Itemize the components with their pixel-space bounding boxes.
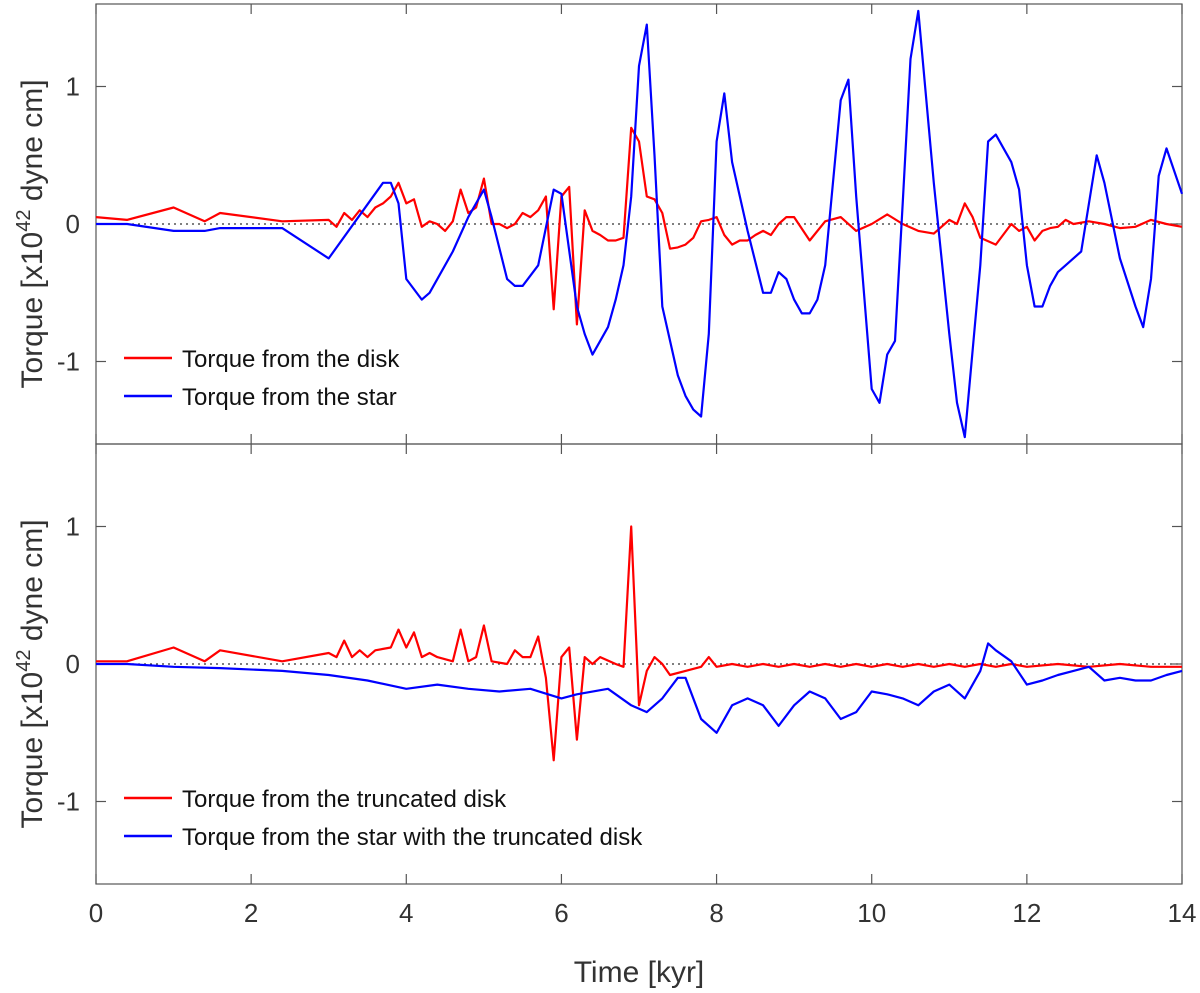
series-line-blue bbox=[96, 642, 1183, 734]
series-line-red bbox=[96, 525, 1182, 762]
bottom-y-axis-title-exponent: 42 bbox=[13, 650, 35, 672]
y-tick-label: 0 bbox=[66, 209, 80, 239]
top-axis-ticks bbox=[95, 4, 1183, 444]
top-y-axis-title-main: Torque [x10 bbox=[16, 232, 49, 389]
top-legend: Torque from the disk Torque from the sta… bbox=[124, 346, 400, 411]
series-line-blue bbox=[96, 9, 1184, 439]
x-tick-label: 4 bbox=[399, 898, 413, 928]
y-tick-label: -1 bbox=[57, 787, 80, 817]
top-y-axis-title-exponent: 42 bbox=[13, 210, 35, 232]
bottom-panel: -101 0 2 4 6 8 10 12 14 Torque [x1042 dyne cm] … bbox=[13, 443, 1197, 989]
top-series bbox=[95, 9, 1184, 439]
bottom-y-axis-title: Torque [x1042 dyne cm] bbox=[13, 519, 49, 828]
x-tick-label: 12 bbox=[1012, 898, 1041, 928]
x-tick-label: 0 bbox=[89, 898, 103, 928]
x-tick-label: 6 bbox=[554, 898, 568, 928]
top-y-axis-title-unit: dyne cm] bbox=[16, 79, 49, 209]
legend-label-star-truncated: Torque from the star with the truncated … bbox=[182, 824, 643, 851]
bottom-y-axis-title-unit: dyne cm] bbox=[16, 519, 49, 649]
bottom-legend: Torque from the truncated disk Torque fr… bbox=[124, 786, 643, 851]
x-tick-label: 2 bbox=[244, 898, 258, 928]
legend-label-star: Torque from the star bbox=[182, 384, 397, 411]
bottom-axis-ticks bbox=[95, 444, 1183, 884]
x-tick-label: 14 bbox=[1168, 898, 1197, 928]
bottom-series bbox=[96, 525, 1183, 762]
y-tick-label: 0 bbox=[66, 649, 80, 679]
top-y-tick-labels: -1 0 1 bbox=[57, 72, 80, 377]
y-tick-label: -1 bbox=[57, 347, 80, 377]
bottom-y-tick-labels: -1 0 1 bbox=[57, 512, 80, 817]
x-axis-title: Time [kyr] bbox=[574, 956, 705, 989]
top-y-axis-title: Torque [x1042 dyne cm] bbox=[13, 79, 49, 388]
y-tick-label: 1 bbox=[66, 72, 80, 102]
y-tick-label: 1 bbox=[66, 512, 80, 542]
top-panel: -1 0 1 Torque [x1042 dyne cm] Torque from … bbox=[13, 3, 1184, 445]
legend-label-truncated-disk: Torque from the truncated disk bbox=[182, 786, 507, 813]
x-tick-label: 10 bbox=[857, 898, 886, 928]
x-tick-label: 8 bbox=[709, 898, 723, 928]
legend-label-disk: Torque from the disk bbox=[182, 346, 400, 373]
series-line-red bbox=[95, 126, 1183, 326]
bottom-y-axis-title-main: Torque [x10 bbox=[16, 672, 49, 829]
x-tick-labels: 0 2 4 6 8 10 12 14 bbox=[89, 898, 1197, 928]
